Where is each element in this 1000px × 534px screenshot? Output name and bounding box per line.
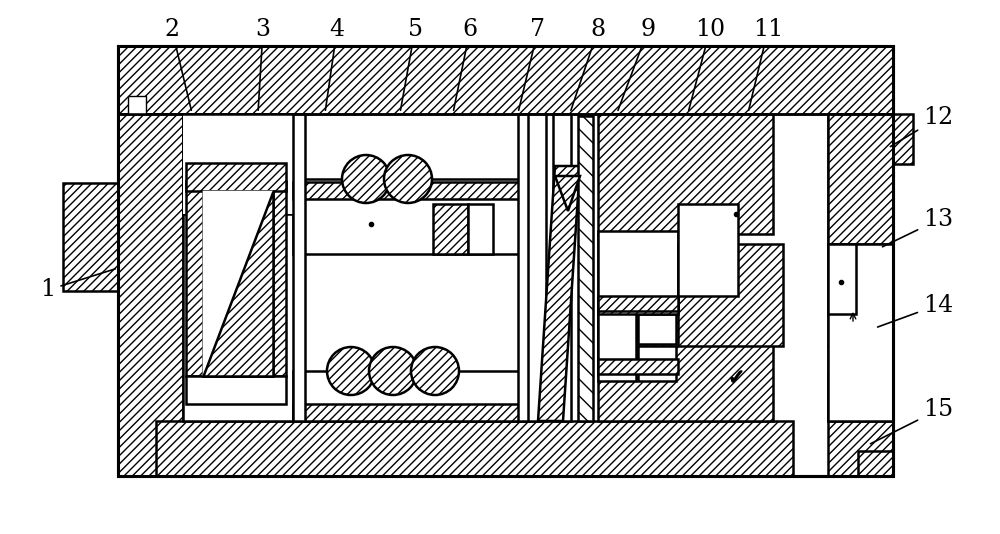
- Bar: [468, 204, 493, 254]
- Circle shape: [369, 347, 417, 395]
- Circle shape: [384, 155, 432, 203]
- Bar: [293, 179, 528, 254]
- Polygon shape: [203, 191, 273, 376]
- Bar: [183, 114, 293, 214]
- Bar: [528, 114, 546, 421]
- Bar: [598, 299, 678, 314]
- Bar: [118, 46, 893, 476]
- Bar: [598, 359, 678, 374]
- Bar: [828, 346, 893, 476]
- Polygon shape: [555, 176, 580, 211]
- Bar: [598, 311, 773, 421]
- Bar: [828, 114, 893, 244]
- Circle shape: [327, 347, 375, 395]
- Text: 11: 11: [749, 19, 783, 111]
- Bar: [118, 114, 183, 476]
- Bar: [63, 183, 118, 291]
- Bar: [183, 114, 293, 214]
- Text: 2: 2: [164, 19, 191, 111]
- Circle shape: [342, 155, 390, 203]
- Bar: [186, 376, 286, 404]
- Text: 7: 7: [519, 19, 546, 111]
- Polygon shape: [578, 116, 593, 421]
- Bar: [598, 314, 636, 374]
- Bar: [678, 204, 738, 296]
- Bar: [858, 451, 893, 476]
- Polygon shape: [203, 191, 273, 376]
- Bar: [828, 114, 893, 244]
- Bar: [186, 163, 286, 191]
- Text: 6: 6: [454, 19, 478, 111]
- Text: 3: 3: [256, 19, 270, 110]
- Text: 14: 14: [878, 294, 953, 327]
- Text: 5: 5: [400, 19, 422, 110]
- Bar: [828, 244, 893, 421]
- Text: 12: 12: [890, 106, 953, 146]
- Text: 15: 15: [870, 398, 953, 444]
- Bar: [598, 114, 773, 234]
- Bar: [118, 46, 893, 114]
- Bar: [118, 46, 893, 114]
- Bar: [598, 231, 678, 311]
- Text: 4: 4: [325, 19, 345, 110]
- Bar: [183, 214, 298, 421]
- Bar: [598, 234, 678, 314]
- Polygon shape: [203, 191, 273, 376]
- Bar: [128, 96, 146, 114]
- Bar: [293, 371, 528, 421]
- Bar: [638, 346, 676, 381]
- Bar: [828, 374, 893, 421]
- Polygon shape: [538, 166, 580, 421]
- Bar: [183, 114, 293, 214]
- Circle shape: [411, 347, 459, 395]
- Bar: [828, 244, 856, 314]
- Bar: [678, 244, 783, 346]
- Bar: [186, 181, 214, 376]
- Bar: [828, 244, 893, 346]
- Bar: [118, 46, 893, 476]
- Bar: [598, 311, 636, 381]
- Text: 8: 8: [571, 19, 606, 111]
- Bar: [638, 314, 676, 344]
- Text: 1: 1: [40, 269, 115, 302]
- Bar: [293, 182, 528, 199]
- Text: 9: 9: [618, 19, 656, 111]
- Bar: [258, 181, 286, 376]
- Bar: [293, 114, 305, 421]
- Bar: [293, 404, 528, 421]
- Text: 10: 10: [689, 19, 725, 111]
- Bar: [433, 204, 468, 254]
- Text: 13: 13: [883, 208, 953, 247]
- Bar: [156, 421, 793, 476]
- Bar: [518, 114, 530, 421]
- Bar: [893, 114, 913, 164]
- Bar: [598, 296, 678, 311]
- Bar: [553, 114, 571, 421]
